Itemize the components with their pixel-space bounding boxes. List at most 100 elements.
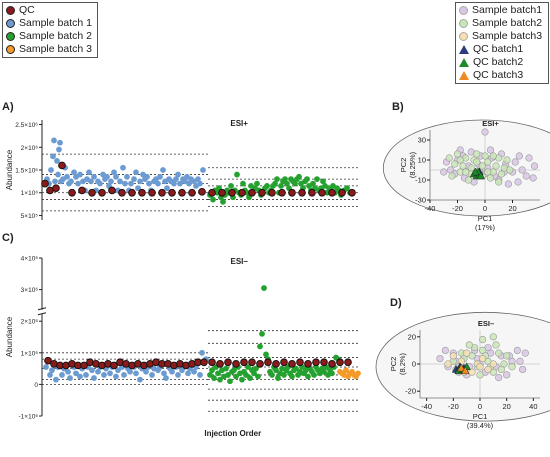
pca-sample-point bbox=[451, 160, 459, 168]
pca-sample-point bbox=[508, 363, 516, 371]
sample-point bbox=[239, 376, 245, 383]
sample-point bbox=[67, 375, 73, 381]
qc-point bbox=[318, 188, 326, 197]
qc-point bbox=[178, 188, 186, 197]
pca-sample-point bbox=[489, 360, 497, 368]
sample-point bbox=[254, 180, 260, 187]
sample-point bbox=[292, 180, 298, 187]
sample-point bbox=[160, 167, 166, 173]
sample-point bbox=[263, 351, 269, 358]
pca-sample-point bbox=[473, 150, 481, 158]
sample-point bbox=[175, 171, 181, 178]
pca-sample-point bbox=[468, 368, 476, 376]
sample-point bbox=[71, 169, 77, 176]
sample-point bbox=[48, 167, 54, 173]
pca-sample-point bbox=[486, 146, 495, 154]
qc-point bbox=[188, 188, 196, 197]
pca-sample-point bbox=[467, 164, 475, 172]
sample-point bbox=[273, 367, 279, 374]
sample-point bbox=[50, 153, 56, 160]
x-axis-label: Injection Order bbox=[204, 429, 261, 438]
sample-point bbox=[149, 372, 155, 378]
chart-title: ESI– bbox=[230, 257, 248, 266]
qc-point bbox=[224, 358, 232, 367]
sample-point bbox=[251, 370, 257, 377]
sample-point bbox=[155, 180, 161, 187]
qc-point bbox=[98, 188, 106, 197]
pca-sample-point bbox=[484, 158, 492, 166]
sample-point bbox=[343, 367, 349, 374]
legend-top-right: Sample batch1 Sample batch2 Sample batch3 Q… bbox=[455, 2, 549, 84]
pca-qc-triangle bbox=[471, 167, 480, 176]
sample-point bbox=[59, 372, 65, 378]
sample-point bbox=[173, 176, 179, 182]
qc-point bbox=[280, 358, 288, 367]
qc-point bbox=[264, 358, 272, 367]
sample-point bbox=[95, 368, 101, 375]
qc-point bbox=[208, 188, 216, 197]
legend-right-entry: Sample batch3 bbox=[456, 30, 548, 43]
sample-point bbox=[49, 367, 55, 374]
sample-point bbox=[68, 178, 74, 185]
axis-break-mark bbox=[37, 312, 47, 316]
qc-point bbox=[304, 360, 312, 368]
sample-point bbox=[227, 378, 233, 385]
qc-point bbox=[308, 188, 316, 197]
legend-left-entry: Sample batch 2 bbox=[3, 30, 97, 43]
legend-label: QC batch1 bbox=[473, 43, 524, 55]
pca-sample-point bbox=[441, 346, 449, 355]
qc-point bbox=[258, 188, 266, 197]
legend-top-left: QC Sample batch 1 Sample batch 2 Sample bat… bbox=[2, 2, 98, 58]
pca-sample-point bbox=[479, 335, 487, 344]
y-axis-label: PC2 bbox=[399, 158, 408, 173]
y-tick-label: -20 bbox=[405, 387, 416, 396]
sample-point bbox=[220, 198, 226, 205]
qc-point bbox=[288, 360, 296, 368]
sample-point bbox=[115, 367, 121, 374]
axis-break-gap bbox=[39, 309, 45, 314]
legend-circle-marker bbox=[6, 19, 15, 28]
legend-triangle-marker bbox=[459, 58, 469, 67]
sample-point bbox=[274, 176, 280, 182]
pca-sample-point bbox=[529, 174, 537, 182]
qc-point bbox=[128, 188, 136, 197]
sample-point bbox=[47, 372, 53, 378]
x-axis-label: PC1 bbox=[473, 412, 488, 421]
plot-C bbox=[37, 257, 361, 417]
sample-point bbox=[157, 173, 163, 180]
legend-right-entry: QC batch2 bbox=[456, 56, 548, 69]
sample-point bbox=[75, 180, 81, 187]
pca-sample-point bbox=[486, 174, 495, 182]
pca-sample-point bbox=[448, 172, 456, 180]
sample-point bbox=[52, 178, 58, 185]
sample-point bbox=[321, 368, 327, 375]
qc-point bbox=[336, 358, 344, 367]
pca-sample-point bbox=[476, 363, 484, 371]
pca-sample-point bbox=[492, 162, 500, 170]
legend-right-entry: Sample batch2 bbox=[456, 17, 548, 30]
panel-label-c: C) bbox=[2, 232, 14, 244]
y-tick-label: 2×10⁶ bbox=[21, 319, 39, 326]
x-tick-label: -20 bbox=[452, 204, 463, 213]
sample-point bbox=[217, 376, 223, 383]
sample-point bbox=[163, 375, 169, 381]
axis-break-mark bbox=[37, 307, 47, 311]
sample-point bbox=[137, 376, 143, 383]
sample-point bbox=[314, 176, 320, 182]
sample-point bbox=[310, 180, 316, 187]
x-axis-label: PC1 bbox=[478, 214, 493, 223]
sample-point bbox=[73, 370, 79, 377]
qc-point bbox=[344, 358, 352, 367]
sample-point bbox=[257, 343, 263, 350]
y-tick-label: -30 bbox=[415, 196, 426, 205]
pca-sample-point bbox=[516, 357, 524, 365]
pca-sample-point bbox=[519, 365, 527, 374]
pca-sample-point bbox=[481, 152, 489, 160]
legend-triangle-marker bbox=[459, 45, 469, 54]
pca-sample-point bbox=[495, 349, 503, 357]
sample-point bbox=[275, 375, 281, 381]
x-axis-label: (17%) bbox=[475, 223, 496, 232]
qc-point bbox=[168, 188, 176, 197]
sample-point bbox=[86, 169, 92, 176]
